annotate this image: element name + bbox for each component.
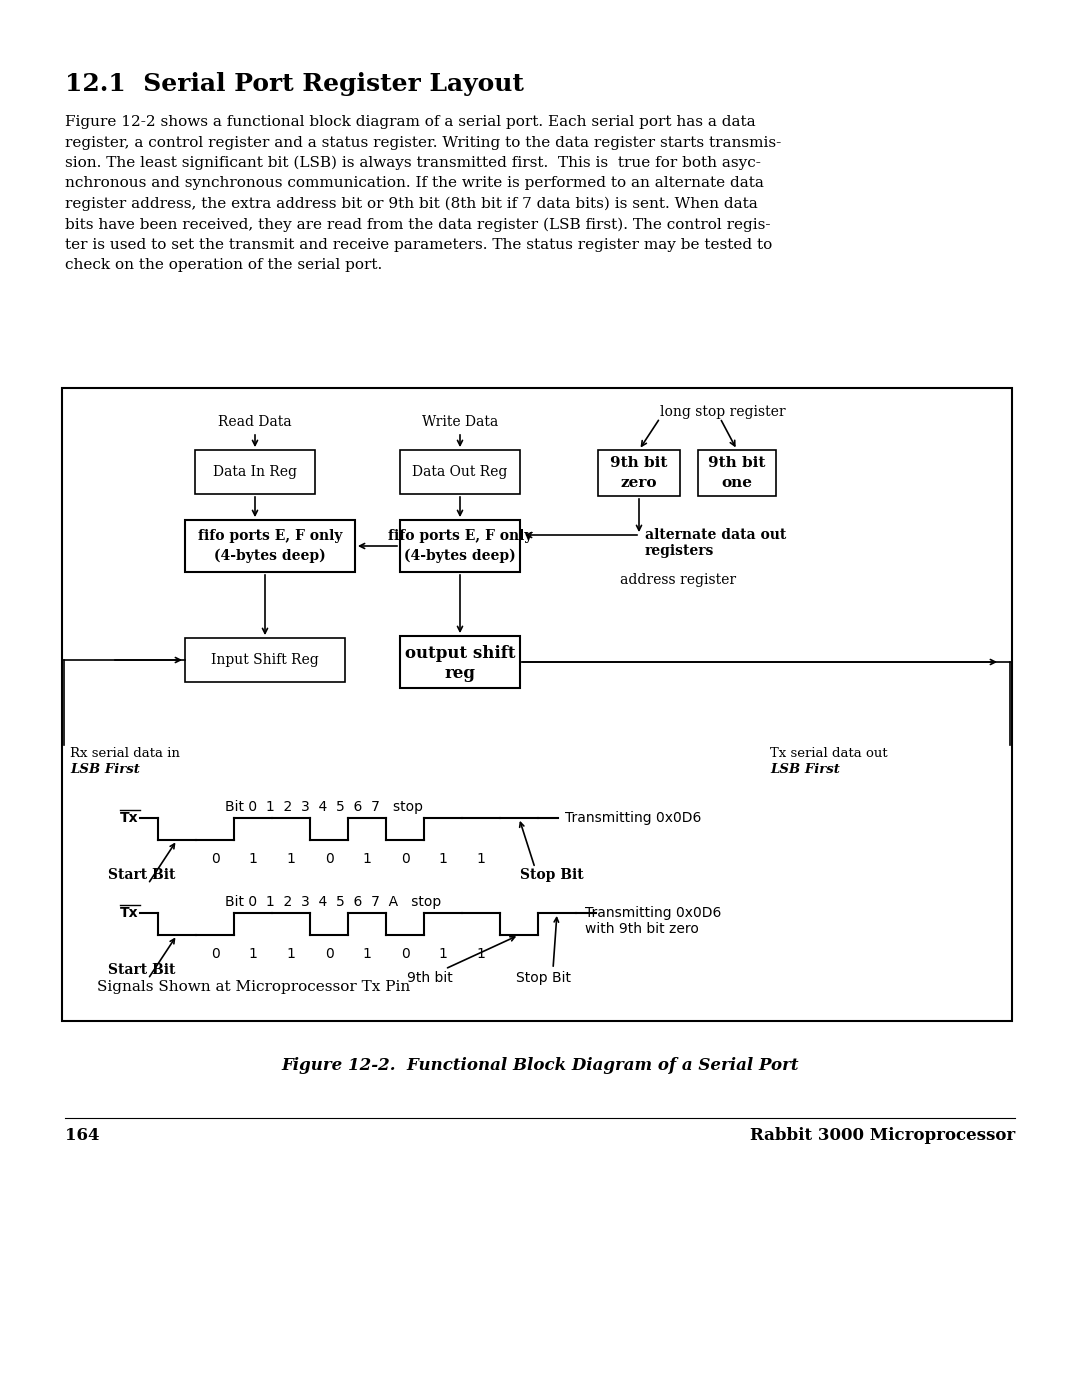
Text: bits have been received, they are read from the data register (LSB first). The c: bits have been received, they are read f… bbox=[65, 218, 770, 232]
Text: Bit 0  1  2  3  4  5  6  7   stop: Bit 0 1 2 3 4 5 6 7 stop bbox=[225, 800, 423, 814]
Text: 9th bit: 9th bit bbox=[610, 455, 667, 469]
Text: 9th bit: 9th bit bbox=[708, 455, 766, 469]
Text: 0: 0 bbox=[325, 947, 334, 961]
Text: Data In Reg: Data In Reg bbox=[213, 465, 297, 479]
Text: 1: 1 bbox=[248, 947, 257, 961]
Text: 1: 1 bbox=[286, 947, 296, 961]
Text: 1: 1 bbox=[363, 852, 372, 866]
Text: Signals Shown at Microprocessor Tx Pin: Signals Shown at Microprocessor Tx Pin bbox=[97, 981, 410, 995]
Text: Figure 12-2 shows a functional block diagram of a serial port. Each serial port : Figure 12-2 shows a functional block dia… bbox=[65, 115, 756, 129]
Text: alternate data out: alternate data out bbox=[645, 528, 786, 542]
Text: Rx serial data in: Rx serial data in bbox=[70, 747, 180, 760]
Text: fifo ports E, F only: fifo ports E, F only bbox=[198, 529, 342, 543]
Text: 164: 164 bbox=[65, 1127, 99, 1144]
Text: Write Data: Write Data bbox=[422, 415, 498, 429]
Text: Transmitting 0x0D6: Transmitting 0x0D6 bbox=[585, 907, 721, 921]
Text: Data Out Reg: Data Out Reg bbox=[413, 465, 508, 479]
Text: Tx: Tx bbox=[120, 812, 138, 826]
Bar bbox=[698, 450, 777, 496]
Text: with 9th bit zero: with 9th bit zero bbox=[585, 922, 699, 936]
Bar bbox=[400, 636, 519, 687]
Text: LSB First: LSB First bbox=[70, 763, 140, 775]
Text: 0: 0 bbox=[401, 947, 409, 961]
Text: 0: 0 bbox=[211, 947, 219, 961]
Text: registers: registers bbox=[645, 543, 714, 557]
Text: Input Shift Reg: Input Shift Reg bbox=[211, 652, 319, 666]
Text: 1: 1 bbox=[286, 852, 296, 866]
Text: fifo ports E, F only: fifo ports E, F only bbox=[388, 529, 532, 543]
Text: register address, the extra address bit or 9th bit (8th bit if 7 data bits) is s: register address, the extra address bit … bbox=[65, 197, 758, 211]
Text: 0: 0 bbox=[325, 852, 334, 866]
Text: reg: reg bbox=[445, 665, 475, 682]
Text: long stop register: long stop register bbox=[660, 405, 785, 419]
Text: 12.1  Serial Port Register Layout: 12.1 Serial Port Register Layout bbox=[65, 73, 524, 96]
Text: Start Bit: Start Bit bbox=[108, 868, 175, 882]
Text: output shift: output shift bbox=[405, 644, 515, 662]
Text: Bit 0  1  2  3  4  5  6  7  A   stop: Bit 0 1 2 3 4 5 6 7 A stop bbox=[225, 895, 442, 909]
Bar bbox=[185, 638, 345, 682]
Text: 1: 1 bbox=[248, 852, 257, 866]
Text: Tx serial data out: Tx serial data out bbox=[770, 747, 888, 760]
Text: register, a control register and a status register. Writing to the data register: register, a control register and a statu… bbox=[65, 136, 781, 149]
Text: zero: zero bbox=[621, 476, 658, 490]
Text: Rabbit 3000 Microprocessor: Rabbit 3000 Microprocessor bbox=[750, 1127, 1015, 1144]
Bar bbox=[400, 520, 519, 571]
Text: check on the operation of the serial port.: check on the operation of the serial por… bbox=[65, 258, 382, 272]
Bar bbox=[62, 388, 1012, 1021]
Text: 1: 1 bbox=[438, 947, 447, 961]
Text: address register: address register bbox=[620, 573, 737, 587]
Bar bbox=[400, 450, 519, 495]
Text: 1: 1 bbox=[476, 947, 485, 961]
Text: (4-bytes deep): (4-bytes deep) bbox=[214, 549, 326, 563]
Text: Transmitting 0x0D6: Transmitting 0x0D6 bbox=[565, 812, 701, 826]
Text: sion. The least significant bit (LSB) is always transmitted first.  This is  tru: sion. The least significant bit (LSB) is… bbox=[65, 156, 761, 170]
Text: (4-bytes deep): (4-bytes deep) bbox=[404, 549, 516, 563]
Text: one: one bbox=[721, 476, 753, 490]
Text: Stop Bit: Stop Bit bbox=[515, 971, 570, 985]
Text: 1: 1 bbox=[363, 947, 372, 961]
Text: Tx: Tx bbox=[120, 907, 138, 921]
Bar bbox=[598, 450, 680, 496]
Text: 0: 0 bbox=[211, 852, 219, 866]
Bar bbox=[185, 520, 355, 571]
Text: ter is used to set the transmit and receive parameters. The status register may : ter is used to set the transmit and rece… bbox=[65, 237, 772, 251]
Text: LSB First: LSB First bbox=[770, 763, 840, 775]
Text: nchronous and synchronous communication. If the write is performed to an alterna: nchronous and synchronous communication.… bbox=[65, 176, 764, 190]
Text: Stop Bit: Stop Bit bbox=[519, 868, 583, 882]
Text: 1: 1 bbox=[438, 852, 447, 866]
Text: 9th bit: 9th bit bbox=[407, 971, 453, 985]
Text: 0: 0 bbox=[401, 852, 409, 866]
Text: Start Bit: Start Bit bbox=[108, 963, 175, 977]
Text: Read Data: Read Data bbox=[218, 415, 292, 429]
Text: Figure 12-2.  Functional Block Diagram of a Serial Port: Figure 12-2. Functional Block Diagram of… bbox=[281, 1058, 799, 1074]
Text: 1: 1 bbox=[476, 852, 485, 866]
Bar bbox=[195, 450, 315, 495]
